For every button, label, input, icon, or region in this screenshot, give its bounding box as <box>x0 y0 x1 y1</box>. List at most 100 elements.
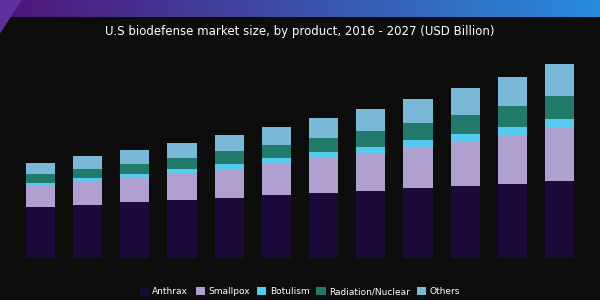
Bar <box>66 0 68 16</box>
Bar <box>356 190 385 258</box>
Bar <box>160 0 163 16</box>
Bar <box>312 0 314 16</box>
Bar <box>120 174 149 178</box>
Bar <box>410 0 413 16</box>
Bar <box>174 0 176 16</box>
Bar <box>16 0 19 16</box>
Bar <box>242 0 245 16</box>
Bar <box>454 0 457 16</box>
Bar <box>498 135 527 184</box>
Bar <box>92 0 95 16</box>
Bar <box>88 0 91 16</box>
Bar <box>294 0 296 16</box>
Bar <box>528 0 530 16</box>
Bar <box>178 0 181 16</box>
Bar <box>456 0 458 16</box>
Bar <box>558 0 560 16</box>
Bar <box>238 0 241 16</box>
Bar <box>322 0 325 16</box>
Bar <box>338 0 341 16</box>
Bar <box>346 0 349 16</box>
Bar <box>196 0 199 16</box>
Bar <box>48 0 50 16</box>
Bar <box>510 0 512 16</box>
Bar <box>451 141 480 186</box>
Bar <box>234 0 236 16</box>
Bar <box>130 0 133 16</box>
Bar <box>215 164 244 169</box>
Bar <box>596 0 599 16</box>
Bar <box>215 197 244 258</box>
Bar <box>416 0 419 16</box>
Bar <box>451 88 480 115</box>
Bar <box>516 0 518 16</box>
Bar <box>116 0 119 16</box>
Bar <box>204 0 206 16</box>
Bar <box>24 0 26 16</box>
Bar <box>348 0 350 16</box>
Bar <box>478 0 481 16</box>
Bar <box>480 0 482 16</box>
Bar <box>500 0 503 16</box>
Bar <box>210 0 212 16</box>
Bar <box>450 0 452 16</box>
Bar <box>451 134 480 141</box>
Bar <box>276 0 278 16</box>
Bar <box>464 0 467 16</box>
Bar <box>318 0 320 16</box>
Bar <box>344 0 347 16</box>
Bar <box>532 0 535 16</box>
Bar <box>326 0 329 16</box>
Bar <box>328 0 331 16</box>
Bar <box>110 0 113 16</box>
Bar <box>566 0 569 16</box>
Bar <box>194 0 197 16</box>
Bar <box>167 200 197 258</box>
Bar <box>236 0 239 16</box>
Bar <box>186 0 188 16</box>
Bar <box>578 0 581 16</box>
Bar <box>166 0 169 16</box>
Bar <box>398 0 401 16</box>
Bar <box>368 0 371 16</box>
Bar <box>392 0 395 16</box>
Bar <box>434 0 437 16</box>
Bar <box>46 0 49 16</box>
Bar <box>73 178 102 182</box>
Bar <box>108 0 110 16</box>
Bar <box>202 0 205 16</box>
Bar <box>324 0 326 16</box>
Bar <box>78 0 80 16</box>
Bar <box>8 0 11 16</box>
Bar <box>440 0 443 16</box>
Bar <box>396 0 398 16</box>
Bar <box>102 0 104 16</box>
Bar <box>182 0 185 16</box>
Bar <box>232 0 235 16</box>
Bar <box>73 169 102 178</box>
Bar <box>538 0 541 16</box>
Bar <box>40 0 43 16</box>
Bar <box>350 0 353 16</box>
Bar <box>474 0 476 16</box>
Bar <box>222 0 224 16</box>
Bar <box>394 0 397 16</box>
Bar <box>260 0 263 16</box>
Bar <box>167 142 197 158</box>
Bar <box>498 106 527 127</box>
Bar <box>496 0 499 16</box>
Bar <box>406 0 409 16</box>
Bar <box>438 0 440 16</box>
Bar <box>366 0 368 16</box>
Bar <box>498 0 500 16</box>
Bar <box>120 202 149 258</box>
Bar <box>74 0 77 16</box>
Bar <box>264 0 266 16</box>
Bar <box>403 99 433 123</box>
Bar <box>144 0 146 16</box>
Bar <box>262 127 291 145</box>
Bar <box>442 0 445 16</box>
Bar <box>412 0 415 16</box>
Bar <box>262 164 291 195</box>
Bar <box>274 0 277 16</box>
